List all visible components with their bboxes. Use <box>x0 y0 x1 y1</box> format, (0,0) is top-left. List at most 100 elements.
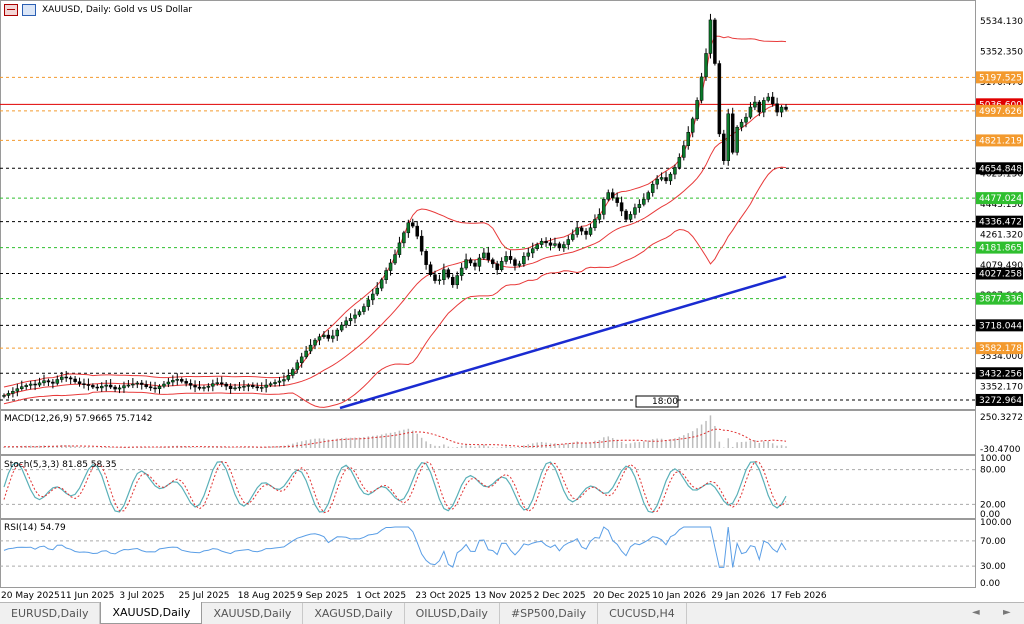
candle-body <box>566 239 571 245</box>
stoch-tick-label: 100.00 <box>980 454 1012 464</box>
tabs-scroll-left-icon[interactable]: ◄ <box>972 607 980 618</box>
chart-type-icon[interactable] <box>22 4 36 16</box>
time-axis-label: 20 May 2025 <box>1 591 60 601</box>
candle-body <box>584 230 588 235</box>
time-axis-label: 25 Jul 2025 <box>179 591 230 601</box>
candle-body <box>375 287 379 295</box>
moving-average-line <box>339 275 787 410</box>
candle-body <box>393 254 397 264</box>
candle-body <box>331 335 335 339</box>
candle-body <box>557 243 562 249</box>
time-axis-label: 20 Dec 2025 <box>593 591 651 601</box>
candle-body <box>82 383 86 385</box>
candle-body <box>539 240 544 245</box>
candle-body <box>748 106 753 118</box>
chart-canvas[interactable]: 5534.1305352.3505170.4704988.6904806.910… <box>0 0 1024 602</box>
macd-label: MACD(12,26,9) 57.9665 75.7142 <box>4 414 153 424</box>
candle-body <box>508 256 513 260</box>
candle-body <box>144 384 148 387</box>
price-level-badge <box>976 134 1023 147</box>
candle-body <box>366 299 371 307</box>
candle-body <box>744 116 748 123</box>
rsi-tick-label: 30.00 <box>980 562 1006 572</box>
candle-body <box>51 381 55 384</box>
time-axis-label: 11 Jun 2025 <box>60 591 114 601</box>
candle-body <box>379 279 384 289</box>
window-restore-icon[interactable] <box>4 4 18 16</box>
candle-body <box>708 19 713 54</box>
candle-body <box>713 19 717 64</box>
candle-body <box>686 131 690 146</box>
price-level-badge <box>976 162 1023 175</box>
candle-body <box>264 384 268 388</box>
candle-body <box>282 379 286 382</box>
candle-body <box>739 121 744 128</box>
candle-body <box>677 157 682 168</box>
tab-oilusd-daily[interactable]: OILUSD,Daily <box>405 603 500 624</box>
rsi-label: RSI(14) 54.79 <box>4 523 66 533</box>
macd-tick-label: -30.4700 <box>980 445 1021 455</box>
candle-body <box>64 376 68 379</box>
price-level-label: 3582.178 <box>979 344 1022 354</box>
candle-body <box>673 167 677 175</box>
stoch-tick-label: 0.00 <box>980 510 1000 520</box>
tab-eurusd-daily[interactable]: EURUSD,Daily <box>0 603 101 624</box>
price-tick-label: 3352.170 <box>980 383 1023 393</box>
candle-body <box>251 385 255 387</box>
candle-body <box>55 379 60 384</box>
candle-body <box>166 381 171 385</box>
time-axis-label: 23 Oct 2025 <box>415 591 471 601</box>
tab-cucusd-h4[interactable]: CUCUSD,H4 <box>598 603 687 624</box>
chart-header: XAUUSD, Daily: Gold vs US Dollar <box>0 0 192 20</box>
candle-body <box>602 199 606 215</box>
candle-body <box>317 336 322 341</box>
tabs-scroll-right-icon[interactable]: ► <box>1003 607 1011 618</box>
time-axis-label: 1 Oct 2025 <box>356 591 406 601</box>
candle-body <box>91 385 95 388</box>
price-level-badge <box>976 192 1023 205</box>
candle-body <box>757 101 762 113</box>
candle-body <box>477 257 482 267</box>
candle-body <box>384 270 388 281</box>
time-marker-label: 18:00 <box>652 397 678 407</box>
candle-body <box>348 318 353 322</box>
candle-body <box>219 382 224 385</box>
candle-body <box>197 386 202 389</box>
candle-body <box>419 235 424 252</box>
candle-body <box>610 192 615 198</box>
price-level-badge <box>976 367 1023 380</box>
candle-body <box>704 53 708 78</box>
candle-body <box>690 118 695 133</box>
candle-body <box>322 334 326 338</box>
tab-xauusd-daily[interactable]: XAUUSD,Daily <box>202 603 304 624</box>
price-level-badge <box>976 319 1023 332</box>
candle-body <box>148 386 153 389</box>
candle-body <box>24 385 28 387</box>
candle-body <box>499 261 504 270</box>
candle-body <box>459 267 464 276</box>
time-marker-box <box>635 395 679 408</box>
tab--sp500-daily[interactable]: #SP500,Daily <box>500 603 599 624</box>
candle-body <box>339 324 344 331</box>
price-level-label: 3272.964 <box>979 396 1022 406</box>
candle-body <box>353 314 357 319</box>
candle-body <box>468 259 473 264</box>
candle-body <box>162 383 166 387</box>
candle-body <box>455 275 459 286</box>
time-axis-label: 2 Dec 2025 <box>534 591 586 601</box>
candle-body <box>357 311 362 316</box>
candle-body <box>735 126 739 153</box>
price-tick-label: 3534.000 <box>980 352 1023 362</box>
candle-body <box>437 279 442 282</box>
candle-body <box>313 339 317 346</box>
tab-xauusd-daily[interactable]: XAUUSD,Daily <box>100 602 203 624</box>
candle-body <box>779 106 784 113</box>
candle-body <box>86 384 91 386</box>
candle-body <box>188 383 193 386</box>
candle-body <box>42 380 46 384</box>
candle-body <box>11 390 15 394</box>
time-axis-label: 10 Jan 2026 <box>652 591 706 601</box>
tab-xagusd-daily[interactable]: XAGUSD,Daily <box>303 603 405 624</box>
macd-tick-label: 250.3272 <box>980 413 1023 423</box>
candle-body <box>202 387 206 389</box>
